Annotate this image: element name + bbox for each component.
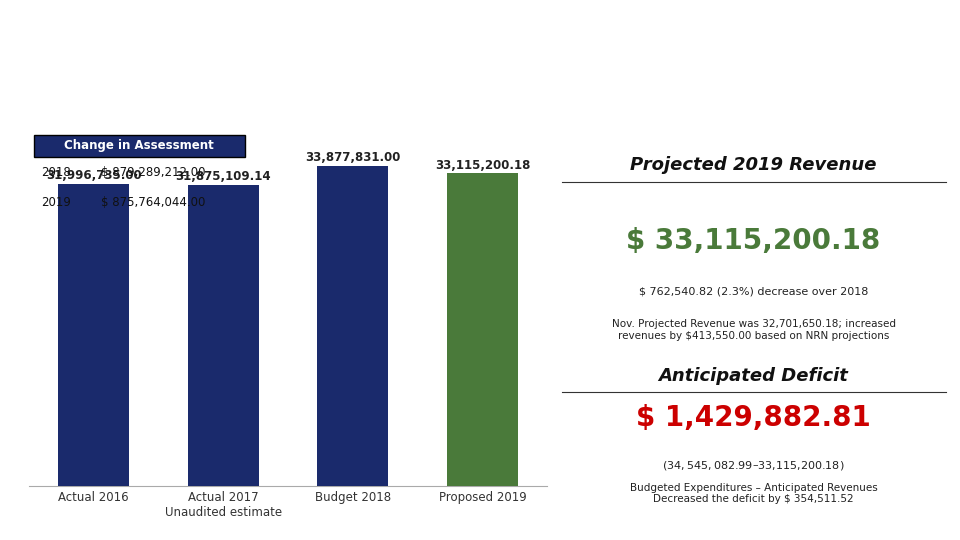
Text: 31,875,109.14: 31,875,109.14: [176, 170, 271, 184]
Text: $ 875,764,044.00: $ 875,764,044.00: [101, 195, 205, 208]
Text: 33,877,831.00: 33,877,831.00: [305, 151, 400, 165]
Text: 33,115,200.18: 33,115,200.18: [435, 159, 530, 172]
Text: ($34,545,082.99 – $33,115,200.18): ($34,545,082.99 – $33,115,200.18): [662, 459, 845, 472]
Text: $ 1,429,882.81: $ 1,429,882.81: [636, 404, 871, 433]
Bar: [187, 185, 259, 486]
Text: Anticipated Deficit: Anticipated Deficit: [659, 367, 849, 385]
Text: 2019: 2019: [40, 195, 71, 208]
Text: $ 879,289,212.00: $ 879,289,212.00: [101, 166, 205, 179]
Text: Projected 2019 Revenue: Projected 2019 Revenue: [631, 156, 876, 174]
Text: Revenue Trend 2016-2019: Revenue Trend 2016-2019: [358, 64, 931, 102]
Bar: [58, 184, 130, 486]
FancyBboxPatch shape: [34, 135, 245, 157]
Text: $ 762,540.82 (2.3%) decrease over 2018: $ 762,540.82 (2.3%) decrease over 2018: [639, 287, 868, 297]
Text: Budgeted Expenditures – Anticipated Revenues
Decreased the deficit by $ 354,511.: Budgeted Expenditures – Anticipated Reve…: [630, 483, 877, 504]
Bar: [317, 166, 389, 486]
Text: Nov. Projected Revenue was 32,701,650.18; increased
revenues by $413,550.00 base: Nov. Projected Revenue was 32,701,650.18…: [612, 319, 896, 341]
Text: 2018: 2018: [40, 166, 70, 179]
Bar: [446, 173, 518, 486]
Text: 31,996,735.00: 31,996,735.00: [46, 169, 141, 182]
Text: $ 33,115,200.18: $ 33,115,200.18: [627, 227, 880, 255]
Text: Change in Assessment: Change in Assessment: [64, 139, 214, 152]
